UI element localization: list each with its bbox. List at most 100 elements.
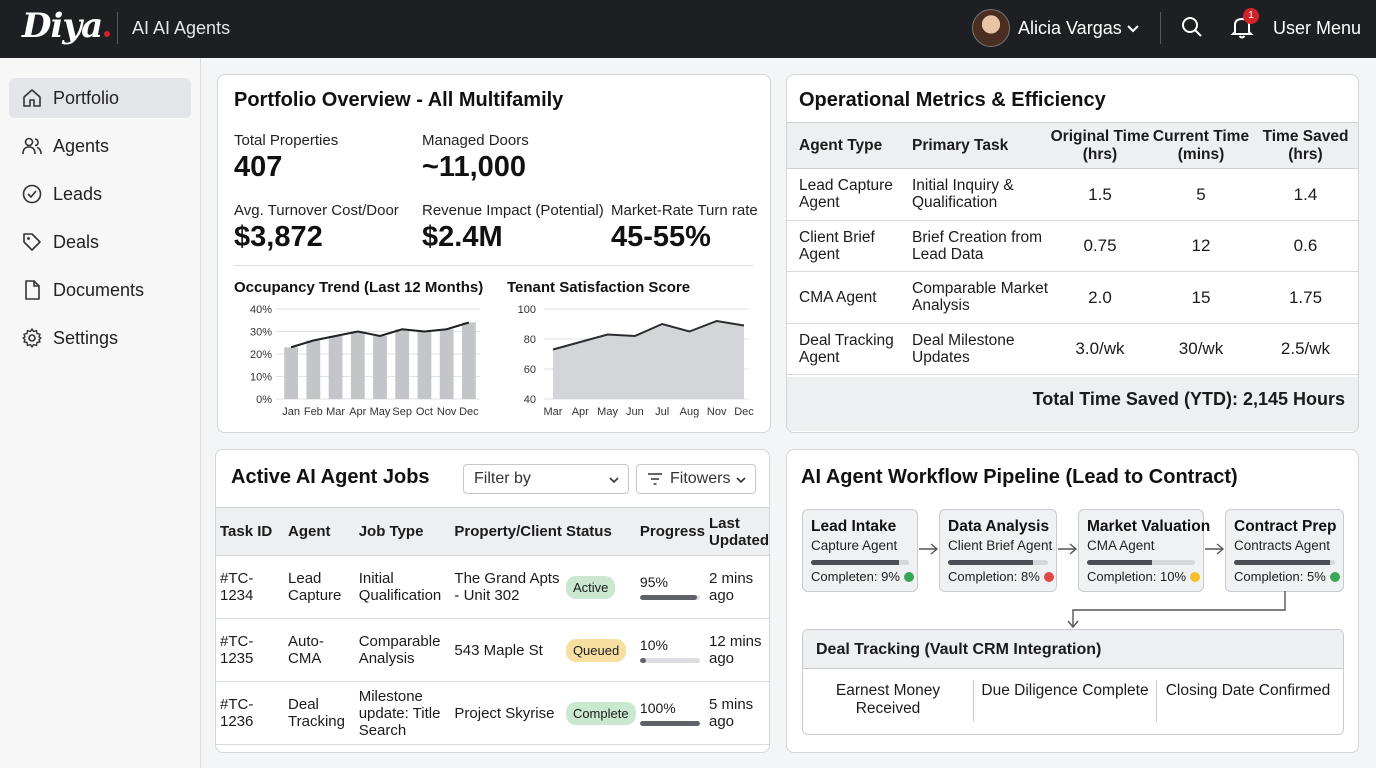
x-tick-label: Jan: [282, 406, 300, 418]
pipeline-stage-lead-intake[interactable]: Lead Intake Capture Agent Completen: 9%: [802, 509, 918, 592]
progress-fill: [639, 721, 700, 726]
table-row[interactable]: #TC-1234 Lead Capture Initial Qualificat…: [216, 555, 769, 619]
search-icon[interactable]: [1180, 15, 1204, 39]
y-tick-label: 0%: [256, 394, 272, 406]
deal-step-closing-date: Closing Date Confirmed: [1165, 682, 1331, 699]
ops-cell: 3.0/wk: [1050, 323, 1150, 375]
deal-tracking-box: Deal Tracking (Vault CRM Integration) Ea…: [802, 629, 1344, 735]
ops-cell: 12: [1150, 220, 1252, 272]
sidebar-item-label: Leads: [53, 183, 103, 204]
jobs-col-header: Last Updated: [705, 507, 769, 556]
stage-agent: Capture Agent: [811, 538, 898, 553]
ops-cell: Lead Capture Agent: [787, 168, 900, 221]
ops-col-header: Original Time (hrs): [1050, 122, 1150, 169]
task-id[interactable]: #TC-1235: [216, 618, 285, 682]
stage-completion: Completion: 5%: [1234, 569, 1340, 584]
document-icon: [25, 280, 40, 300]
bar: [306, 340, 321, 399]
user-name[interactable]: Alicia Vargas: [1018, 18, 1122, 38]
task-id[interactable]: #TC-1234: [216, 555, 285, 619]
ops-cell: Comparable Market Analysis: [900, 271, 1050, 324]
occupancy-chart-title: Occupancy Trend (Last 12 Months): [234, 279, 484, 296]
bar: [417, 331, 432, 399]
logo-dot: [104, 31, 111, 37]
active-jobs-card: Active AI Agent Jobs Filter by Fitowers …: [215, 449, 770, 753]
home-icon: [23, 89, 41, 107]
sidebar-item-deals[interactable]: Deals: [9, 222, 191, 262]
sidebar-item-portfolio[interactable]: Portfolio: [9, 78, 191, 118]
pipeline-stage-market-valuation[interactable]: Market Valuation CMA Agent Completion: 1…: [1078, 509, 1210, 592]
bar: [439, 329, 454, 399]
status-cell: Complete: [561, 681, 636, 745]
stage-title: Data Analysis: [948, 518, 1050, 535]
ops-cell: CMA Agent: [787, 271, 900, 324]
stage-completion-text: Completion: 10%: [1087, 569, 1186, 584]
ops-table: Agent Type Primary Task Original Time (h…: [787, 122, 1358, 375]
task-id[interactable]: #TC-1236: [216, 681, 285, 745]
ops-cell: 30/wk: [1150, 323, 1252, 375]
x-tick-label: Jul: [655, 406, 669, 418]
last-updated-cell: 5 mins ago: [705, 681, 769, 745]
status-cell: Active: [561, 555, 636, 619]
sidebar-item-label: Documents: [53, 279, 145, 300]
ops-cell: Client Brief Agent: [787, 220, 900, 272]
x-tick-label: Apr: [349, 406, 366, 418]
filter-dropdown[interactable]: Filter by: [463, 464, 629, 494]
table-row: CMA Agent Comparable Market Analysis 2.0…: [787, 271, 1358, 324]
logo[interactable]: Diya: [22, 6, 111, 46]
ops-cell: 0.6: [1252, 220, 1358, 272]
ops-cell: 1.5: [1050, 168, 1150, 221]
ops-cell: 1.4: [1252, 168, 1358, 221]
sidebar-item-agents[interactable]: Agents: [9, 126, 191, 166]
job-type-cell: Comparable Analysis: [354, 618, 451, 682]
pipeline-stage-contract-prep[interactable]: Contract Prep Contracts Agent Completion…: [1225, 509, 1344, 592]
ops-cell: Deal Milestone Updates: [900, 323, 1050, 375]
y-tick-label: 40%: [250, 304, 272, 316]
ops-cell: 2.5/wk: [1252, 323, 1358, 375]
pipeline-title: AI Agent Workflow Pipeline (Lead to Cont…: [801, 466, 1238, 488]
x-tick-label: May: [597, 406, 618, 418]
pipeline-stage-data-analysis[interactable]: Data Analysis Client Brief Agent Complet…: [939, 509, 1057, 592]
y-tick-label: 10%: [250, 372, 272, 384]
table-row[interactable]: #TC-1236 Deal Tracking Milestone update:…: [216, 681, 769, 745]
bar: [395, 329, 410, 399]
x-tick-label: Oct: [416, 406, 433, 418]
x-tick-label: Nov: [707, 406, 727, 418]
sort-dropdown[interactable]: Fitowers: [636, 464, 756, 494]
connector-arrow-icon: [1067, 591, 1286, 629]
status-badge: Complete: [565, 701, 636, 725]
ops-cell: 1.75: [1252, 271, 1358, 324]
last-updated-cell: 12 mins ago: [705, 618, 769, 682]
kpi-label: Market-Rate Turn rate: [611, 202, 758, 219]
stage-completion: Completion: 8%: [948, 569, 1054, 584]
bell-icon[interactable]: [1230, 14, 1254, 40]
top-bar: Diya AI AI Agents Alicia Vargas 1 User M…: [0, 0, 1376, 58]
chevron-down-icon[interactable]: [1126, 18, 1140, 38]
check-circle-icon: [22, 184, 42, 204]
jobs-col-header: Job Type: [354, 507, 451, 556]
sidebar-item-leads[interactable]: Leads: [9, 174, 191, 214]
stage-progress-fill: [948, 560, 1033, 565]
jobs-header-row: Task ID Agent Job Type Property/Client S…: [216, 507, 769, 556]
sidebar-item-documents[interactable]: Documents: [9, 270, 191, 310]
sidebar: Portfolio Agents Leads Deals Documents S…: [0, 58, 201, 768]
ops-cell: 5: [1150, 168, 1252, 221]
ops-cell: Initial Inquiry & Qualification: [900, 168, 1050, 221]
avatar[interactable]: [972, 9, 1010, 47]
bar: [284, 347, 298, 399]
ops-col-header: Current Time (mins): [1150, 122, 1252, 169]
portfolio-overview-card: Portfolio Overview - All Multifamily Tot…: [217, 74, 771, 433]
stage-progress-bar: [811, 560, 909, 565]
ops-col-header: Primary Task: [900, 122, 1050, 169]
progress-fill: [639, 595, 697, 600]
x-tick-label: Apr: [572, 406, 589, 418]
sidebar-item-settings[interactable]: Settings: [9, 318, 191, 358]
progress-value: 95%: [639, 574, 668, 590]
last-updated-cell: 2 mins ago: [705, 555, 769, 619]
satisfaction-chart-title: Tenant Satisfaction Score: [507, 279, 691, 296]
occupancy-chart: 0% 10% 20% 30% 40% Jan Feb Mar Apr May Sep Oct Nov De…: [250, 304, 480, 418]
job-type-cell: Initial Qualification: [354, 555, 451, 619]
x-tick-label: May: [370, 406, 391, 418]
table-row[interactable]: #TC-1235 Auto-CMA Comparable Analysis 54…: [216, 618, 769, 682]
user-menu-button[interactable]: User Menu: [1273, 18, 1362, 38]
